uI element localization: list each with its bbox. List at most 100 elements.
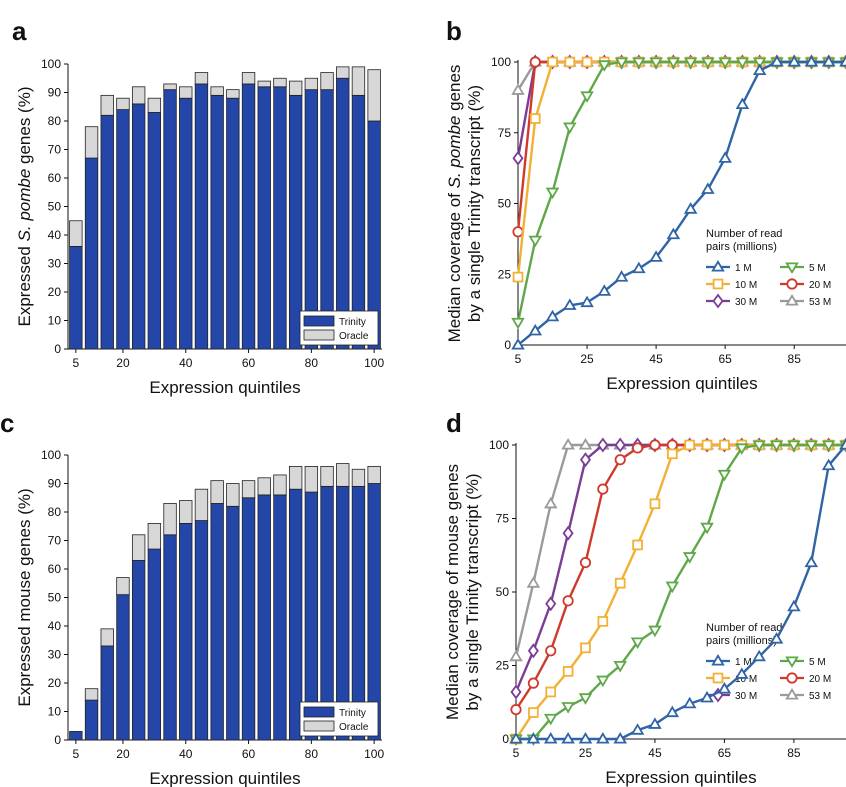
x-tick-label: 5	[513, 746, 520, 760]
bar-trinity-45	[194, 520, 209, 741]
data-point-5m	[700, 522, 714, 535]
data-point-5m	[752, 440, 766, 452]
bar-oracle-60	[241, 72, 256, 85]
y-tick-label: 40	[48, 228, 62, 242]
bar-trinity-90	[336, 77, 350, 350]
bar-oracle-20	[116, 577, 130, 596]
bar-oracle-35	[163, 83, 177, 91]
legend-label-10m: 10 M	[735, 280, 757, 291]
data-point-1m	[543, 732, 558, 744]
data-point-20m	[562, 595, 574, 607]
data-point-5m	[718, 57, 732, 69]
data-point-5m	[528, 235, 543, 248]
data-point-20m	[512, 226, 524, 238]
bar-trinity-30	[147, 548, 162, 741]
bar-oracle-20	[116, 97, 130, 110]
data-point-53m	[511, 83, 525, 95]
bar-oracle-35	[163, 503, 177, 536]
data-point-1m	[804, 555, 819, 568]
x-tick-label: 20	[116, 356, 130, 370]
legend-title-line: pairs (millions)	[706, 635, 777, 647]
legend-label-trinity: Trinity	[339, 317, 366, 328]
data-point-10m	[528, 707, 539, 718]
series-line-30m	[516, 60, 846, 159]
data-point-20m	[649, 439, 661, 451]
bar-oracle-85	[320, 72, 334, 91]
data-point-1m	[701, 182, 715, 194]
bar-oracle-70	[273, 77, 287, 88]
bar-trinity-100	[367, 483, 381, 741]
data-point-5m	[665, 581, 680, 594]
data-point-10m	[581, 56, 593, 68]
y-tick-label: 70	[48, 143, 62, 157]
data-point-5m	[666, 57, 681, 69]
data-point-5m	[545, 187, 560, 200]
data-point-20m	[597, 483, 609, 495]
x-tick-label: 45	[648, 746, 662, 760]
x-tick-label: 80	[305, 356, 319, 370]
data-point-1m	[597, 284, 612, 296]
panel-label-c: c	[0, 408, 14, 438]
y-tick-label: 50	[48, 200, 62, 214]
legend-label-oracle: Oracle	[339, 722, 369, 733]
data-point-1m	[509, 732, 523, 744]
data-point-30m	[562, 525, 574, 541]
data-point-5m	[752, 57, 767, 69]
y-tick-label: 90	[48, 477, 62, 491]
x-tick-label: 45	[649, 352, 663, 366]
legend-label-1m: 1 M	[735, 263, 752, 274]
data-point-10m	[545, 686, 557, 698]
data-point-10m	[701, 439, 713, 451]
bar-trinity-50	[210, 94, 224, 350]
data-point-1m	[614, 270, 629, 282]
y-tick-label: 60	[48, 171, 62, 185]
y-tick-label: 75	[498, 126, 512, 140]
legend-label-5m: 5 M	[809, 263, 826, 274]
data-point-5m	[821, 440, 836, 452]
bar-oracle-55	[226, 483, 240, 507]
series-line-53m	[514, 443, 846, 657]
data-point-53m	[578, 438, 593, 450]
data-point-20m	[631, 442, 644, 454]
bar-oracle-60	[241, 480, 256, 499]
bar-oracle-65	[257, 80, 271, 88]
data-point-1m	[526, 732, 541, 744]
bar-trinity-35	[163, 89, 177, 350]
data-point-5m	[563, 122, 577, 135]
x-axis-title: Expression quintiles	[149, 378, 300, 397]
data-point-5m	[511, 317, 525, 330]
data-point-1m	[649, 250, 663, 262]
legend-label-30m: 30 M	[735, 297, 757, 308]
y-tick-label: 70	[48, 534, 62, 548]
data-point-5m	[561, 702, 575, 714]
data-point-5m	[597, 60, 612, 72]
y-axis-title-line: by a single Trinity transcript (%)	[463, 473, 482, 710]
y-tick-label: 20	[48, 285, 62, 299]
data-point-20m	[666, 439, 678, 451]
legend-title-line: Number of read	[706, 228, 782, 240]
legend-marker-30m	[712, 293, 724, 309]
bar-oracle-45	[194, 488, 209, 521]
y-tick-label: 75	[496, 512, 510, 526]
data-point-30m	[579, 452, 592, 468]
data-point-1m	[630, 723, 645, 735]
bar-trinity-40	[179, 523, 193, 741]
bar-trinity-65	[257, 86, 271, 350]
y-tick-label: 25	[496, 659, 510, 673]
data-point-1m	[839, 55, 846, 67]
bar-trinity-15	[100, 645, 114, 741]
bar-oracle-75	[288, 80, 303, 96]
data-point-1m	[596, 732, 610, 744]
data-point-10m	[632, 539, 643, 551]
y-tick-label: 60	[48, 562, 62, 576]
bar-trinity-65	[257, 494, 271, 741]
legend-swatch-trinity	[303, 315, 335, 327]
data-point-1m	[735, 667, 749, 679]
data-point-5m	[630, 637, 645, 649]
bar-oracle-15	[100, 94, 114, 116]
y-axis-title-line: by a single Trinity transcript (%)	[465, 85, 484, 322]
bar-trinity-55	[226, 505, 240, 741]
data-point-20m	[529, 56, 541, 68]
data-point-30m	[545, 596, 557, 612]
legend-label-20m: 20 M	[809, 674, 831, 685]
